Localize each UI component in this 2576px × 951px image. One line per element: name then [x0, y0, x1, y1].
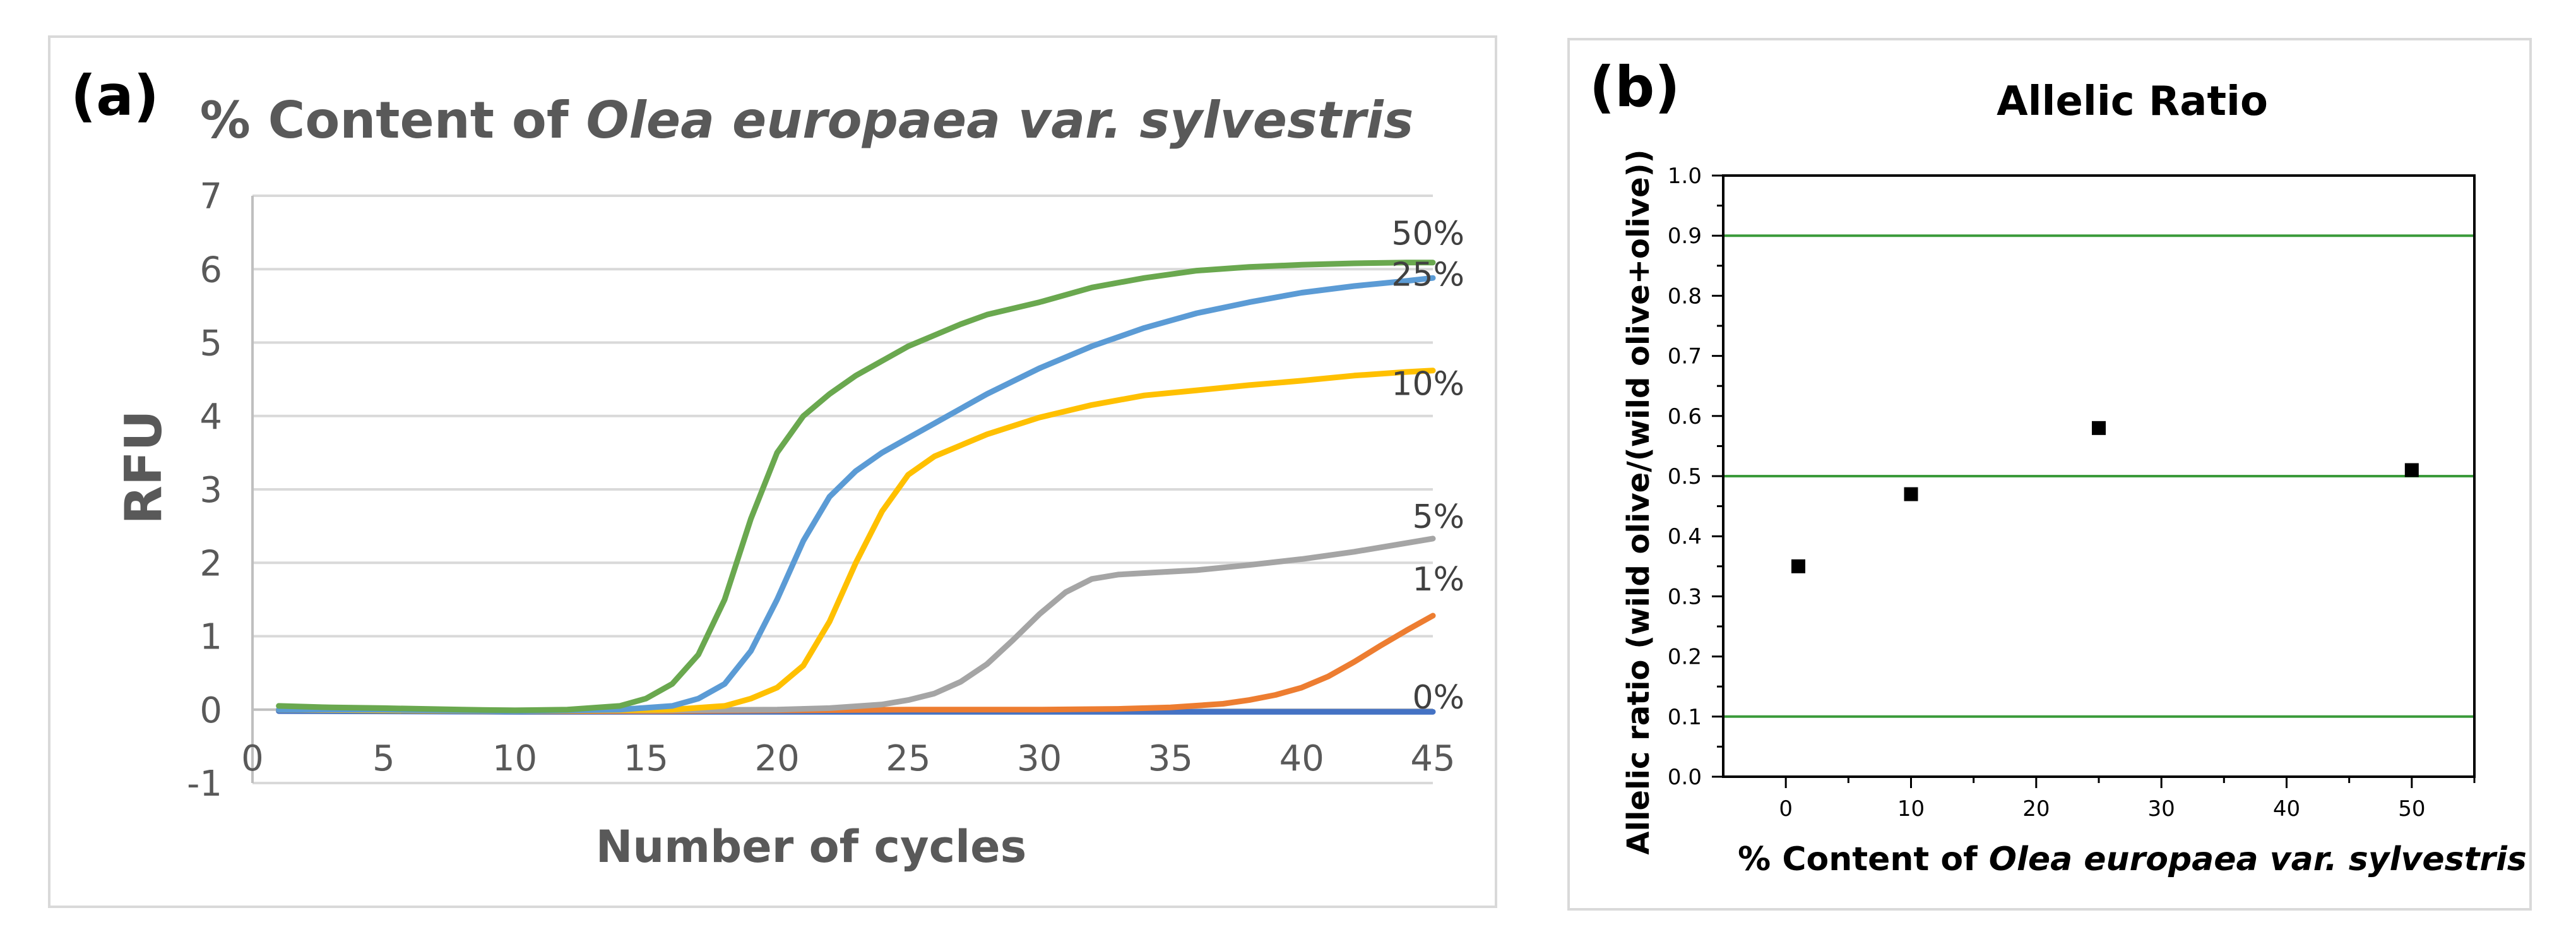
chart-b-data-point	[2092, 421, 2106, 435]
chart-a-x-tick-label: 20	[754, 738, 799, 779]
chart-a-y-tick-label: 2	[199, 543, 222, 584]
panel-b: (b) Allelic Ratio 0.00.10.20.30.40.50.60…	[1567, 38, 2532, 911]
chart-a-x-tick-label: 10	[492, 738, 537, 779]
chart-b-y-tick-label: 0.2	[1668, 645, 1702, 670]
chart-b-data-point	[1791, 559, 1805, 573]
chart-a-series-line-10pct	[276, 368, 1436, 714]
chart-a-x-tick-label: 30	[1017, 738, 1062, 779]
chart-b-x-tick-label: 10	[1897, 796, 1925, 822]
chart-b-y-tick-label: 0.8	[1668, 284, 1702, 309]
chart-a-y-tick-label: 5	[199, 323, 222, 364]
chart-a-series-line-50pct	[276, 260, 1436, 714]
chart-b-y-tick-label: 0.3	[1668, 584, 1702, 609]
chart-a-x-axis-label: Number of cycles	[596, 821, 1027, 873]
chart-a-x-tick-label: 35	[1148, 738, 1193, 779]
chart-b-x-tick-label: 30	[2148, 796, 2175, 822]
panel-a: (a) % Content of Olea europaea var. sylv…	[48, 35, 1497, 908]
chart-b-title: Allelic Ratio	[1997, 78, 2268, 125]
chart-a-y-tick-label: 3	[199, 470, 222, 511]
chart-b-y-tick-label: 0.6	[1668, 404, 1702, 429]
chart-a-y-tick-label: 7	[199, 176, 222, 217]
chart-a-series-labels: 50%25% 10% 5% 1% 0%	[1391, 215, 1464, 717]
chart-a-series-line-5pct	[276, 535, 1436, 714]
chart-b-x-tick-label: 0	[1779, 796, 1793, 822]
chart-a-y-tick-labels: -1 0 1 2 3 4 5 6 7	[187, 176, 222, 804]
chart-b-y-tick-label: 0.1	[1668, 705, 1702, 730]
chart-a-y-tick-label: 1	[199, 617, 222, 658]
chart-a-gridlines	[252, 194, 1433, 784]
chart-a-x-tick-label: 15	[624, 738, 668, 779]
panel-a-frame	[48, 35, 1497, 908]
chart-b-reference-lines	[1723, 234, 2474, 718]
chart-b-y-ticks: 0.0 0.1 0.2 0.3 0.4 0.5 0.6 0.7 0.8 0.9 1.0	[1668, 164, 1723, 790]
italic-text-part: Olea europaea var. sylvestris	[1989, 840, 2527, 878]
chart-b-data-point	[2404, 463, 2419, 477]
chart-a-series-line-25pct	[276, 275, 1436, 714]
chart-a-series-label: 0%	[1413, 679, 1465, 717]
chart-a-x-tick-label: 40	[1279, 738, 1324, 779]
chart-a-x-tick-label: 25	[886, 738, 930, 779]
chart-b-x-axis-label: % Content of Olea europaea var. sylvestr…	[1738, 840, 2527, 878]
chart-b-y-tick-label: 0.9	[1668, 224, 1702, 249]
text-part: % Content of	[200, 91, 586, 150]
chart-a-series-label: 10%	[1391, 366, 1464, 404]
panel-b-label: (b)	[1589, 54, 1680, 119]
chart-b-y-tick-label: 0.4	[1668, 524, 1702, 549]
chart-b-points	[1791, 421, 2419, 573]
text-part: % Content of	[1738, 840, 1989, 878]
chart-b-x-tick-label: 50	[2398, 796, 2425, 822]
panel-a-label: (a)	[71, 63, 159, 128]
chart-a-series	[276, 260, 1436, 715]
chart-b-y-tick-label: 0.7	[1668, 344, 1702, 369]
chart-a-x-tick-labels: 0 5 10 15 20 25 30 35 40 45	[241, 738, 1455, 779]
chart-b-x-tick-label: 40	[2273, 796, 2300, 822]
chart-b-y-tick-label: 0.0	[1668, 765, 1702, 790]
chart-a-y-tick-label: 4	[199, 397, 222, 438]
chart-b-data-point	[1904, 487, 1918, 501]
chart-b-x-tick-label: 20	[2022, 796, 2050, 822]
chart-a-y-tick-label: -1	[187, 763, 222, 804]
chart-a-series-label: 1%	[1413, 561, 1465, 599]
chart-b-x-ticks: 0 10 20 30 40 50	[1779, 777, 2476, 822]
chart-a-x-tick-label: 45	[1410, 738, 1455, 779]
chart-a-y-tick-label: 6	[199, 249, 222, 290]
chart-a-y-axis-label: RFU	[114, 410, 173, 524]
chart-a-series-label: 50%	[1391, 215, 1464, 253]
chart-a-x-tick-label: 0	[241, 738, 264, 779]
italic-text-part: Olea europaea var. sylvestris	[586, 91, 1413, 150]
chart-b-y-tick-label: 1.0	[1668, 164, 1702, 189]
chart-a-series-label: 25%	[1391, 256, 1464, 294]
chart-a-y-tick-label: 0	[199, 690, 222, 731]
chart-b-y-axis-label: Allelic ratio (wild olive/(wild olive+ol…	[1621, 149, 1656, 854]
chart-a-title: % Content of Olea europaea var. sylvestr…	[200, 91, 1414, 150]
chart-a-x-tick-label: 5	[372, 738, 395, 779]
chart-a-series-label: 5%	[1413, 498, 1465, 536]
chart-b-y-tick-label: 0.5	[1668, 464, 1702, 489]
panel-b-frame	[1567, 38, 2532, 911]
